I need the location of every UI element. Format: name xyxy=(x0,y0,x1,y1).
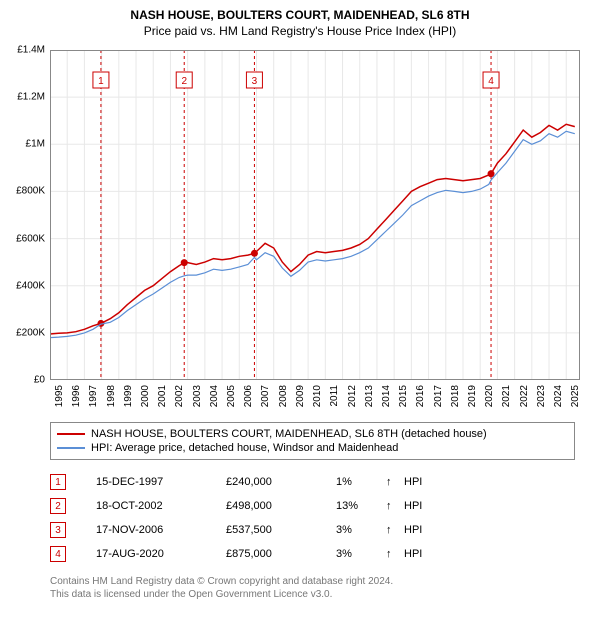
x-axis-tick-label: 2008 xyxy=(278,385,289,407)
transaction-date: 18-OCT-2002 xyxy=(96,500,226,512)
transaction-date: 17-NOV-2006 xyxy=(96,524,226,536)
x-axis-tick-label: 1998 xyxy=(106,385,117,407)
transaction-suffix: HPI xyxy=(404,476,422,488)
transaction-price: £498,000 xyxy=(226,500,336,512)
x-axis-tick-label: 2006 xyxy=(243,385,254,407)
legend-item: NASH HOUSE, BOULTERS COURT, MAIDENHEAD, … xyxy=(57,427,568,441)
transaction-badge: 3 xyxy=(50,522,66,538)
transaction-price: £875,000 xyxy=(226,548,336,560)
transaction-percent: 3% xyxy=(336,548,386,560)
y-axis-tick-label: £1.4M xyxy=(17,45,45,56)
transaction-row: 4 17-AUG-2020£875,0003%↑HPI xyxy=(50,542,422,566)
x-axis-tick-label: 2012 xyxy=(347,385,358,407)
x-axis-tick-label: 2018 xyxy=(450,385,461,407)
x-axis-tick-label: 1996 xyxy=(71,385,82,407)
x-axis-tick-label: 2020 xyxy=(484,385,495,407)
transaction-date: 15-DEC-1997 xyxy=(96,476,226,488)
up-arrow-icon: ↑ xyxy=(386,500,404,512)
x-axis-tick-label: 1999 xyxy=(123,385,134,407)
transaction-percent: 13% xyxy=(336,500,386,512)
y-axis-tick-label: £0 xyxy=(34,375,45,386)
svg-text:2: 2 xyxy=(181,76,187,87)
legend-label: NASH HOUSE, BOULTERS COURT, MAIDENHEAD, … xyxy=(91,428,487,440)
x-axis-tick-label: 2014 xyxy=(381,385,392,407)
chart-container: NASH HOUSE, BOULTERS COURT, MAIDENHEAD, … xyxy=(0,0,600,620)
transaction-suffix: HPI xyxy=(404,548,422,560)
chart-area: 1234 £0£200K£400K£600K£800K£1M£1.2M£1.4M… xyxy=(50,50,580,380)
x-axis-tick-label: 2024 xyxy=(553,385,564,407)
x-axis-tick-label: 2013 xyxy=(364,385,375,407)
legend-swatch xyxy=(57,433,85,435)
x-axis-tick-label: 2007 xyxy=(260,385,271,407)
x-axis-tick-label: 2019 xyxy=(467,385,478,407)
transaction-row: 2 18-OCT-2002£498,00013%↑HPI xyxy=(50,494,422,518)
x-axis-tick-label: 2003 xyxy=(192,385,203,407)
x-axis-tick-label: 2000 xyxy=(140,385,151,407)
legend-swatch xyxy=(57,447,85,449)
y-axis-tick-label: £600K xyxy=(16,233,45,244)
up-arrow-icon: ↑ xyxy=(386,548,404,560)
transaction-suffix: HPI xyxy=(404,500,422,512)
legend-item: HPI: Average price, detached house, Wind… xyxy=(57,441,568,455)
transaction-percent: 3% xyxy=(336,524,386,536)
transaction-price: £537,500 xyxy=(226,524,336,536)
legend-label: HPI: Average price, detached house, Wind… xyxy=(91,442,398,454)
x-axis-tick-label: 2016 xyxy=(415,385,426,407)
x-axis-tick-label: 2017 xyxy=(433,385,444,407)
footer-attribution: Contains HM Land Registry data © Crown c… xyxy=(50,575,393,601)
transactions-table: 115-DEC-1997£240,0001%↑HPI218-OCT-2002£4… xyxy=(50,470,422,566)
y-axis-tick-label: £200K xyxy=(16,327,45,338)
transaction-row: 1 15-DEC-1997£240,0001%↑HPI xyxy=(50,470,422,494)
up-arrow-icon: ↑ xyxy=(386,476,404,488)
y-axis-tick-label: £400K xyxy=(16,280,45,291)
up-arrow-icon: ↑ xyxy=(386,524,404,536)
x-axis-tick-label: 1995 xyxy=(54,385,65,407)
footer-line-2: This data is licensed under the Open Gov… xyxy=(50,588,393,601)
svg-text:4: 4 xyxy=(488,76,494,87)
x-axis-tick-label: 2010 xyxy=(312,385,323,407)
y-axis-tick-label: £1.2M xyxy=(17,92,45,103)
x-axis-tick-label: 2005 xyxy=(226,385,237,407)
y-axis-tick-label: £800K xyxy=(16,186,45,197)
x-axis-tick-label: 2015 xyxy=(398,385,409,407)
transaction-badge: 4 xyxy=(50,546,66,562)
x-axis-tick-label: 2021 xyxy=(501,385,512,407)
x-axis-tick-label: 2001 xyxy=(157,385,168,407)
x-axis-tick-label: 1997 xyxy=(88,385,99,407)
transaction-badge: 2 xyxy=(50,498,66,514)
plot-svg: 1 2 3 4 xyxy=(50,50,580,380)
chart-title: NASH HOUSE, BOULTERS COURT, MAIDENHEAD, … xyxy=(0,0,600,22)
transaction-price: £240,000 xyxy=(226,476,336,488)
x-axis-tick-label: 2009 xyxy=(295,385,306,407)
footer-line-1: Contains HM Land Registry data © Crown c… xyxy=(50,575,393,588)
transaction-percent: 1% xyxy=(336,476,386,488)
y-axis-tick-label: £1M xyxy=(26,139,45,150)
svg-text:3: 3 xyxy=(252,76,258,87)
chart-subtitle: Price paid vs. HM Land Registry's House … xyxy=(0,22,600,38)
transaction-badge: 1 xyxy=(50,474,66,490)
transaction-date: 17-AUG-2020 xyxy=(96,548,226,560)
x-axis-tick-label: 2011 xyxy=(329,385,340,407)
x-axis-tick-label: 2025 xyxy=(570,385,581,407)
transaction-row: 3 17-NOV-2006£537,5003%↑HPI xyxy=(50,518,422,542)
x-axis-tick-label: 2022 xyxy=(519,385,530,407)
transaction-suffix: HPI xyxy=(404,524,422,536)
x-axis-tick-label: 2004 xyxy=(209,385,220,407)
legend-box: NASH HOUSE, BOULTERS COURT, MAIDENHEAD, … xyxy=(50,422,575,460)
svg-text:1: 1 xyxy=(98,76,104,87)
x-axis-tick-label: 2023 xyxy=(536,385,547,407)
x-axis-tick-label: 2002 xyxy=(174,385,185,407)
